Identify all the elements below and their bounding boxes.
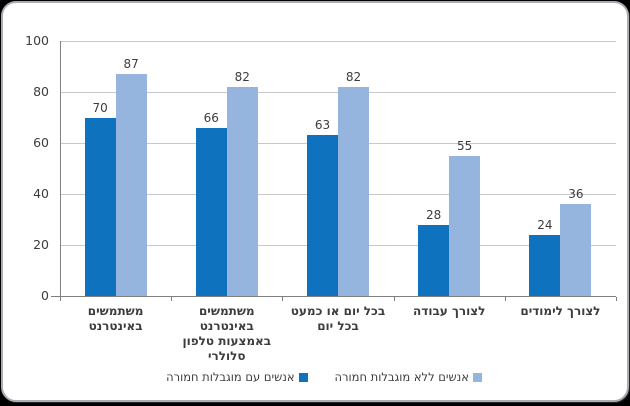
- bar-series2-cat2: [226, 86, 258, 296]
- bar-value-label: 82: [345, 69, 362, 84]
- x-axis-category-label: לצורך לימודים: [520, 304, 601, 318]
- bar-series1-cat4: [418, 224, 450, 296]
- x-axis-category-label: משתמשים באינטרנט באמצעות טלפון סלולרי: [182, 304, 272, 363]
- bar-value-label: 36: [568, 187, 584, 202]
- x-axis-line: [51, 296, 616, 297]
- bar-value-label: 70: [92, 100, 108, 115]
- x-axis-tick: [616, 297, 617, 301]
- x-axis-tick: [505, 297, 506, 301]
- bar-series1-cat2: [195, 127, 227, 296]
- legend-label: אנשים ללא מוגבלות חמורה: [334, 370, 469, 384]
- x-axis-tick: [282, 297, 283, 301]
- bar-value-label: 66: [203, 110, 219, 125]
- bar-value-label: 63: [314, 118, 331, 133]
- x-axis-category-label: לצורך עבודה: [413, 304, 486, 318]
- y-axis-line: [60, 41, 61, 296]
- x-axis-tick: [171, 297, 172, 301]
- bar-series1-cat3: [307, 135, 338, 296]
- legend-swatch-icon: [298, 372, 308, 382]
- bar-series2-cat1: [115, 74, 147, 296]
- y-axis-tick-label: 80: [33, 84, 49, 99]
- chart-legend: אנשים עם מוגבלות חמורה אנשים ללא מוגבלות …: [9, 370, 630, 384]
- y-axis-tick-label: 100: [25, 33, 49, 48]
- y-axis-tick-label: 0: [41, 288, 49, 303]
- y-axis-tick-label: 60: [33, 135, 49, 150]
- y-axis-tick-label: 20: [33, 237, 49, 252]
- bar-value-label: 28: [426, 207, 442, 222]
- bar-series2-cat5: [560, 204, 592, 296]
- x-axis-category-label: משתמשים באינטרנט: [87, 304, 144, 333]
- bar-series2-cat4: [449, 155, 481, 296]
- gridline-100: [60, 41, 616, 42]
- legend-swatch-icon: [472, 372, 482, 382]
- bar-series2-cat3: [338, 86, 369, 296]
- bar-value-label: 24: [537, 217, 553, 232]
- bar-series1-cat5: [529, 234, 561, 296]
- x-axis-category-label: בכל יום או כמעט בכל יום: [290, 304, 386, 333]
- y-axis-tick-label: 40: [33, 186, 49, 201]
- bar-value-label: 87: [123, 57, 139, 72]
- bar-chart-plot-area: 0 20 40 60 80 100 70 87 משתמשים באינטרנט 66 82 משתמש…: [3, 3, 630, 406]
- bar-value-label: 82: [234, 69, 250, 84]
- legend-item-series2: אנשים ללא מוגבלות חמורה: [335, 370, 482, 384]
- bar-value-label: 55: [457, 138, 473, 153]
- x-axis-tick: [60, 297, 61, 301]
- x-axis-tick: [394, 297, 395, 301]
- legend-item-series1: אנשים עם מוגבלות חמורה: [166, 370, 308, 384]
- bar-series1-cat1: [84, 117, 116, 296]
- legend-label: אנשים עם מוגבלות חמורה: [166, 370, 295, 384]
